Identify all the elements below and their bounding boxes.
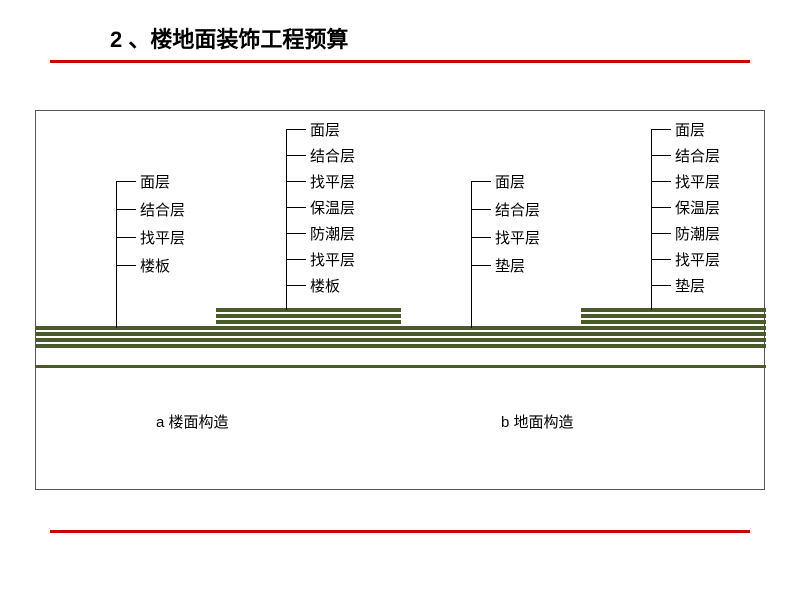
panel-a-right-layer-label: 找平层 [310,249,355,270]
panel-b-right-layer [581,320,766,324]
page-title: 2 、楼地面装饰工程预算 [110,22,348,54]
panel-a-right-layer [216,326,401,330]
panel-a-left-layer [36,344,216,348]
panel-b-left-leader-vertical [471,181,472,328]
panel-b-left-layer-label: 找平层 [495,227,540,248]
panel-b-right-layer-label: 保温层 [675,197,720,218]
panel-b-right-leader-vertical [651,129,652,310]
panel-b-right-layer [581,308,766,312]
panel-b-right-layer [581,332,766,336]
panel-b-right-leader-tick [651,155,671,156]
panel-b-right-layer-label: 结合层 [675,145,720,166]
panel-a-right-strips [216,308,401,348]
panel-a-right-layer-label: 结合层 [310,145,355,166]
panel-b-right-leader-tick [651,285,671,286]
panel-a-right-leader-tick [286,181,306,182]
panel-a-right-leader-tick [286,233,306,234]
panel-b-left-leader-tick [471,237,491,238]
panel-b-left-layer-label: 结合层 [495,199,540,220]
panel-a-left-layer [36,332,216,336]
panel-a-right-layer-label: 面层 [310,119,340,140]
panel-a-left-layer-label: 楼板 [140,255,170,276]
panel-a-left-leader-tick [116,265,136,266]
panel-b-left-leader-tick [471,181,491,182]
panel-b-right-leader-tick [651,259,671,260]
panel-b-right-leader-tick [651,233,671,234]
panel-b-left-layer-label: 垫层 [495,255,525,276]
panel-a-right-leader-tick [286,155,306,156]
panel-a: 面层结合层找平层楼板 面层结合层找平层保温层防潮层找平层楼板 a 楼面构造 [36,111,401,489]
panel-a-right-layer-label: 防潮层 [310,223,355,244]
panel-b: 面层结合层找平层垫层 面层结合层找平层保温层防潮层找平层垫层 b 地面构造 [401,111,766,489]
panel-b-right-leader-tick [651,181,671,182]
panel-a-right-leader-vertical [286,129,287,310]
panel-b-right-layer [581,338,766,342]
panel-b-right-leader-tick [651,207,671,208]
panel-b-ground-line [401,365,766,368]
panel-b-right-layer [581,344,766,348]
panel-a-right-layer [216,332,401,336]
panel-b-right-layer-label: 找平层 [675,171,720,192]
rule-bottom [50,530,750,533]
panel-a-left-layer [36,338,216,342]
panel-a-right-layer [216,320,401,324]
panel-b-right-strips [581,308,766,348]
panel-b-left-leader-tick [471,209,491,210]
panel-b-right-layer [581,314,766,318]
panel-b-left-layer [401,326,581,330]
panel-b-left-leader-tick [471,265,491,266]
panel-a-caption: a 楼面构造 [156,411,229,432]
panel-a-left-strips [36,326,216,348]
panel-a-right-leader-tick [286,207,306,208]
panel-a-left-layer-label: 结合层 [140,199,185,220]
panel-b-left-layer [401,344,581,348]
panel-a-right-layer [216,314,401,318]
panel-b-left-layer [401,332,581,336]
panel-a-right-layer-label: 保温层 [310,197,355,218]
panel-a-right-leader-tick [286,259,306,260]
panel-b-right-layer-label: 防潮层 [675,223,720,244]
panel-a-right-layer-label: 找平层 [310,171,355,192]
panel-a-left-layer [36,326,216,330]
panel-a-left-layer-label: 面层 [140,171,170,192]
panel-a-left-leader-tick [116,237,136,238]
panel-b-caption: b 地面构造 [501,411,574,432]
panel-a-left-leader-vertical [116,181,117,328]
panel-a-right-leader-tick [286,129,306,130]
panel-b-right-layer [581,326,766,330]
panel-a-left-layer-label: 找平层 [140,227,185,248]
panel-b-right-layer-label: 垫层 [675,275,705,296]
panel-b-right-layer-label: 面层 [675,119,705,140]
panel-b-left-strips [401,326,581,348]
panel-b-right-leader-tick [651,129,671,130]
diagram-container: 面层结合层找平层楼板 面层结合层找平层保温层防潮层找平层楼板 a 楼面构造 面层… [35,110,765,490]
panel-a-right-layer-label: 楼板 [310,275,340,296]
panel-b-left-layer [401,338,581,342]
rule-top [50,60,750,63]
panel-a-right-layer [216,344,401,348]
panel-a-left-leader-tick [116,181,136,182]
panel-a-left-leader-tick [116,209,136,210]
panel-a-right-leader-tick [286,285,306,286]
panel-a-ground-line [36,365,401,368]
panel-a-right-layer [216,308,401,312]
panel-b-right-layer-label: 找平层 [675,249,720,270]
panel-a-right-layer [216,338,401,342]
panel-b-left-layer-label: 面层 [495,171,525,192]
